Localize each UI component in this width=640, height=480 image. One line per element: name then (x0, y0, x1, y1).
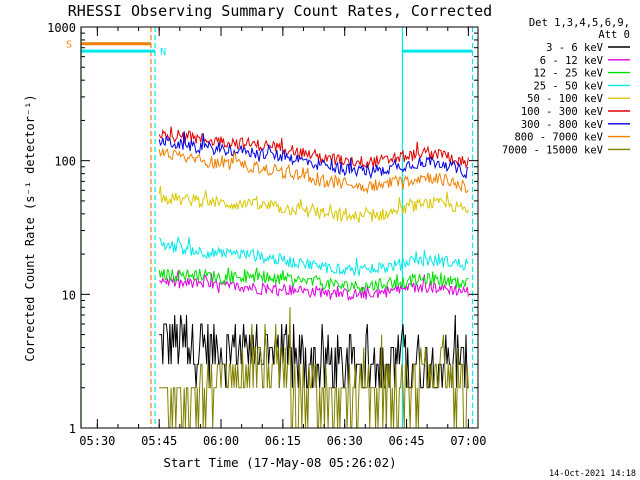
plot-frame (80, 26, 479, 429)
legend-label-7: 800 - 7000 keV (514, 132, 603, 144)
legend-label-3: 25 - 50 keV (533, 80, 603, 92)
y-tick-label-3: 1000 (47, 21, 76, 35)
x-tick-label-1: 05:45 (141, 434, 177, 448)
legend-label-2: 12 - 25 keV (533, 68, 603, 80)
frame-rect (80, 26, 479, 429)
x-axis-ticks: 05:30 05:45 06:00 06:15 06:30 06:45 07:00 (79, 27, 486, 448)
series-line-3 (158, 236, 469, 277)
x-tick-label-3: 06:15 (265, 434, 301, 448)
x-tick-label-2: 06:00 (203, 434, 239, 448)
series-line-1 (159, 270, 469, 302)
series-line-8 (159, 307, 469, 429)
y-tick-label-2: 100 (54, 155, 76, 169)
legend-detector-header: Det 1,3,4,5,6,9, (529, 17, 630, 29)
x-axis-label: Start Time (17-May-08 05:26:02) (163, 455, 396, 470)
series-line-2 (158, 267, 469, 295)
x-tick-label-0: 05:30 (79, 434, 115, 448)
legend-attenuator: Att 0 (598, 29, 630, 41)
legend-label-5: 100 - 300 keV (521, 106, 604, 118)
x-tick-label-6: 07:00 (450, 434, 486, 448)
chart-title: RHESSI Observing Summary Count Rates, Co… (68, 2, 492, 20)
legend-label-1: 6 - 12 keV (540, 55, 604, 67)
y-axis-label: Corrected Count Rate (s⁻¹ detector⁻¹) (23, 94, 37, 361)
night-flag-label: N (160, 47, 166, 58)
saa-flag-label: S (66, 40, 72, 51)
y-tick-label-1: 10 (62, 288, 76, 302)
legend-label-6: 300 - 800 keV (521, 119, 604, 131)
series-line-5 (158, 126, 469, 169)
footer-timestamp: 14-Oct-2021 14:18 (549, 469, 636, 479)
legend-label-0: 3 - 6 keV (546, 42, 604, 54)
legend-label-8: 7000 - 15000 keV (502, 144, 604, 156)
y-axis-ticks: 1 10 100 1000 (47, 21, 478, 436)
y-tick-label-0: 1 (69, 422, 76, 436)
series-line-0 (159, 314, 469, 389)
series-line-4 (158, 185, 469, 223)
legend-label-4: 50 - 100 keV (527, 93, 604, 105)
x-tick-label-5: 06:45 (388, 434, 424, 448)
plot-area: SN (66, 27, 474, 429)
x-tick-label-4: 06:30 (327, 434, 363, 448)
series-line-6 (158, 131, 469, 180)
series-line-7 (158, 148, 469, 195)
